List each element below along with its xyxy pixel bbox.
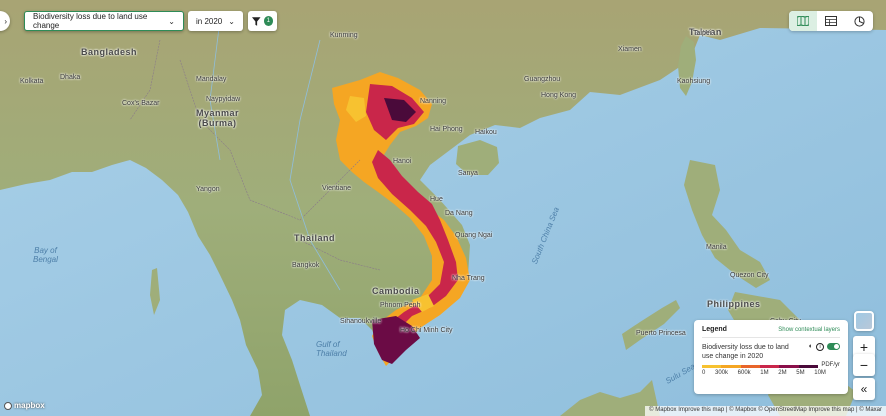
vietnam-data-layer[interactable]	[332, 72, 470, 366]
year-select-value: in 2020	[196, 16, 223, 26]
andaman-islands	[150, 268, 160, 315]
tab-table[interactable]	[817, 11, 845, 31]
filter-icon	[252, 16, 261, 26]
year-select[interactable]: in 2020 ⌄	[188, 11, 243, 31]
borneo-island	[560, 380, 660, 416]
label-bangladesh: Bangladesh	[81, 47, 138, 57]
indicator-select[interactable]: Biodiversity loss due to land use change…	[24, 11, 184, 31]
legend-tick: 10M	[814, 370, 826, 376]
label-vientiane: Vientiane	[322, 185, 352, 192]
label-gulf-of-thailand: Gulf of Thailand	[316, 340, 347, 358]
label-taipei: Taipei	[693, 30, 712, 37]
collapse-legend-button[interactable]: «	[853, 378, 875, 400]
luzon-island	[684, 160, 770, 288]
taiwan	[678, 36, 696, 96]
label-hue: Hue	[430, 196, 443, 203]
mapbox-icon	[4, 401, 12, 410]
chevron-right-icon: ›	[4, 16, 7, 26]
legend-panel: Legend Show contextual layers Biodiversi…	[694, 320, 848, 394]
rivers	[209, 19, 341, 291]
chevron-down-icon: ⌄	[228, 16, 235, 26]
basemap-switcher[interactable]	[854, 311, 874, 331]
label-guangzhou: Guangzhou	[524, 76, 561, 83]
label-nha-trang: Nha Trang	[452, 275, 485, 282]
filter-count-badge: 1	[263, 16, 273, 26]
legend-layer-name: Biodiversity loss due to land use change…	[702, 344, 789, 360]
filter-button[interactable]: 1	[248, 11, 277, 31]
country-borders	[129, 39, 381, 271]
opacity-icon[interactable]: ◐	[808, 343, 813, 350]
legend-tick: 5M	[796, 370, 805, 376]
label-sanya: Sanya	[458, 170, 478, 177]
legend-tick: 0	[702, 370, 706, 376]
legend-tick: 600k	[737, 370, 751, 376]
label-sihanoukville: Sihanoukville	[340, 318, 382, 325]
label-kolkata: Kolkata	[20, 78, 44, 85]
legend-color-scale	[702, 365, 818, 368]
label-hai-phong: Hai Phong	[430, 126, 463, 133]
label-kunming: Kunming	[330, 32, 358, 39]
info-icon[interactable]: i	[816, 343, 824, 351]
label-da-nang: Da Nang	[445, 210, 473, 217]
pie-chart-icon	[853, 15, 865, 27]
chevron-down-icon: ⌄	[168, 16, 175, 26]
label-dhaka: Dhaka	[60, 74, 81, 81]
label-philippines: Philippines	[707, 299, 761, 309]
label-hanoi: Hanoi	[393, 158, 412, 165]
label-bay-of-bengal: Bay of Bengal	[33, 246, 58, 264]
tab-charts[interactable]	[845, 11, 873, 31]
label-naypyidaw: Naypyidaw	[206, 96, 241, 103]
hainan-island	[456, 140, 499, 175]
label-manila: Manila	[706, 244, 727, 251]
label-bangkok: Bangkok	[292, 262, 320, 269]
view-tabs	[789, 11, 873, 31]
map-attribution[interactable]: © Mapbox Improve this map | © Mapbox © O…	[645, 406, 886, 416]
label-puerto-princesa: Puerto Princesa	[636, 330, 686, 337]
label-thailand: Thailand	[294, 233, 336, 243]
label-haikou: Haikou	[475, 129, 497, 136]
label-cambodia: Cambodia	[372, 286, 420, 296]
legend-tick: 1M	[760, 370, 769, 376]
label-hong-kong: Hong Kong	[541, 92, 577, 99]
indicator-select-value: Biodiversity loss due to land use change	[33, 12, 148, 30]
legend-title: Legend	[702, 326, 727, 333]
map-icon	[797, 16, 809, 26]
legend-unit: PDF/yr	[821, 362, 840, 368]
label-xiamen: Xiamen	[618, 46, 642, 53]
zoom-out-button[interactable]: −	[853, 354, 875, 376]
label-phnom-penh: Phnom Penh	[380, 302, 421, 309]
table-icon	[825, 16, 837, 26]
zoom-in-button[interactable]: +	[853, 336, 875, 358]
label-quang-ngai: Quang Ngai	[455, 232, 493, 239]
legend-tick: 2M	[778, 370, 787, 376]
label-kaohsiung: Kaohsiung	[677, 78, 711, 85]
palawan-island	[622, 300, 680, 350]
label-mandalay: Mandalay	[196, 76, 227, 83]
tab-map[interactable]	[789, 11, 817, 31]
mapbox-logo[interactable]: mapbox	[4, 401, 45, 410]
label-ho-chi-minh-city: Ho Chi Minh City	[400, 327, 453, 334]
label-quezon-city: Quezon City	[730, 272, 769, 279]
back-button[interactable]: ›	[0, 11, 10, 31]
layer-visibility-toggle[interactable]	[827, 343, 840, 350]
legend-tick: 300k	[714, 370, 728, 376]
show-contextual-layers-link[interactable]: Show contextual layers	[778, 326, 840, 333]
label-myanmar: Myanmar (Burma)	[196, 108, 240, 128]
label-taiwan: Taiwan	[689, 27, 722, 37]
label-yangon: Yangon	[196, 186, 220, 193]
label-nanning: Nanning	[420, 98, 447, 105]
label-coxs-bazar: Cox's Bazar	[122, 100, 160, 107]
